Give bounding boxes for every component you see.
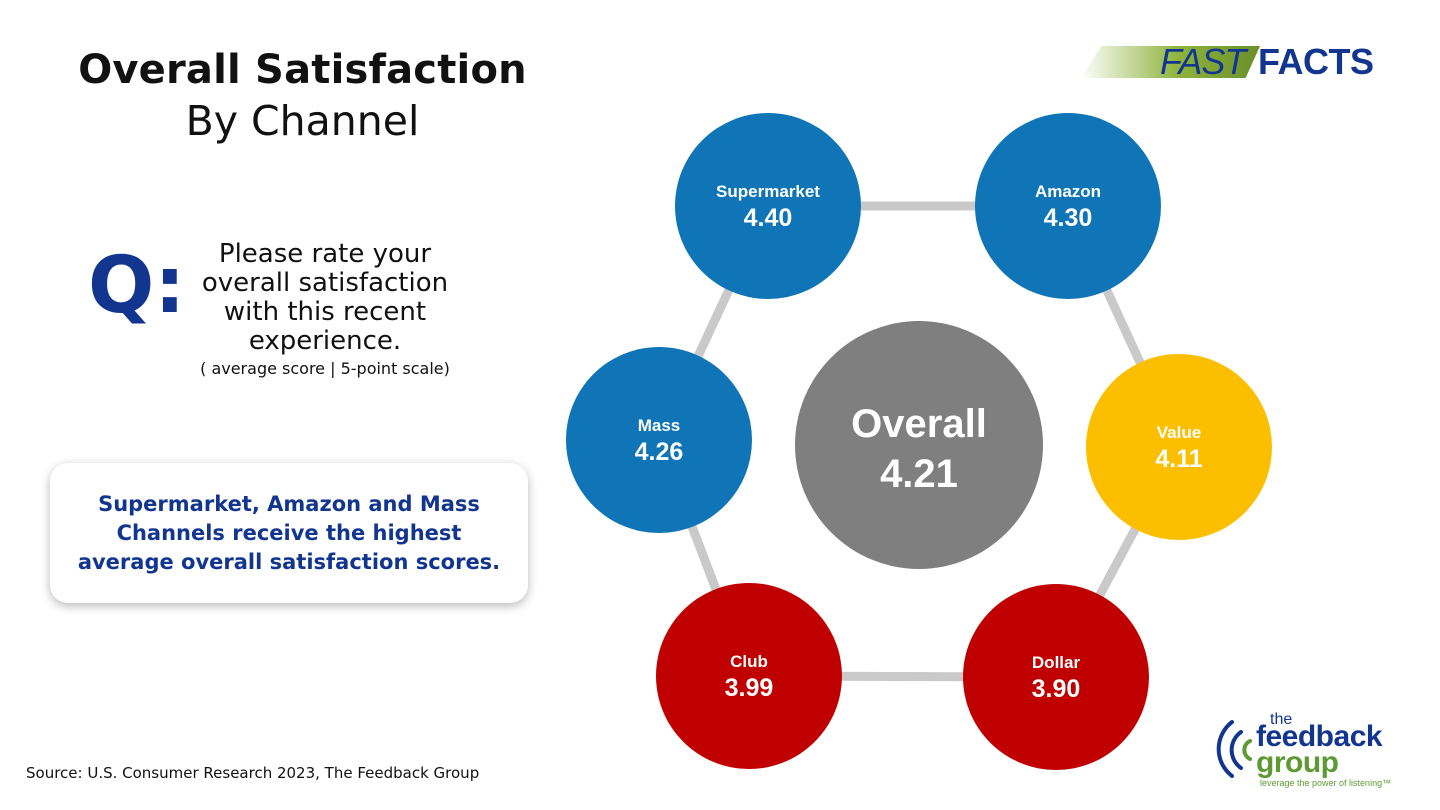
channel-node-value: Value 4.11 [1086, 354, 1272, 540]
page-title: Overall Satisfaction By Channel [60, 44, 545, 146]
channel-node-supermarket: Supermarket 4.40 [675, 113, 861, 299]
fast-facts-word-fast: FAST [1160, 41, 1246, 82]
feedback-group-logo: the feedback group leverage the power of… [1212, 712, 1422, 792]
brand-tagline: leverage the power of listening™ [1260, 778, 1392, 788]
title-line-1: Overall Satisfaction [78, 47, 527, 93]
insight-callout-text: Supermarket, Amazon and Mass Channels re… [77, 491, 501, 574]
channel-circle [963, 584, 1149, 770]
channel-node-amazon: Amazon 4.30 [975, 113, 1161, 299]
channel-circle [656, 583, 842, 769]
channel-circle [675, 113, 861, 299]
channel-score: 3.99 [725, 674, 774, 702]
brand-group: group [1256, 746, 1339, 779]
channel-circle [975, 113, 1161, 299]
channel-nodes: Supermarket 4.40 Amazon 4.30 Value 4.11 Dollar… [566, 113, 1272, 770]
channel-node-dollar: Dollar 3.90 [963, 584, 1149, 770]
brand-the: the [1270, 711, 1293, 728]
channel-name: Value [1157, 423, 1201, 442]
channel-node-mass: Mass 4.26 [566, 347, 752, 533]
channel-circle [566, 347, 752, 533]
source-note: Source: U.S. Consumer Research 2023, The… [26, 764, 480, 782]
channel-node-club: Club 3.99 [656, 583, 842, 769]
channel-name: Mass [638, 416, 681, 435]
channel-score: 4.30 [1044, 204, 1093, 232]
sound-waves-icon [1216, 720, 1252, 778]
question-text: Please rate your overall satisfaction wi… [201, 239, 449, 356]
channel-name: Supermarket [716, 182, 820, 201]
title-line-2: By Channel [185, 97, 420, 145]
hub-node: Overall 4.21 [795, 321, 1043, 569]
channel-name: Dollar [1032, 653, 1081, 672]
fast-facts-stripe [1080, 46, 1260, 78]
question-marker: Q: [88, 241, 186, 331]
hub-value: 4.21 [880, 452, 958, 496]
question-note: ( average score | 5-point scale) [200, 359, 450, 378]
insight-callout: Supermarket, Amazon and Mass Channels re… [50, 463, 528, 603]
channel-score: 3.90 [1032, 675, 1081, 703]
brand-feedback: feedback [1256, 720, 1383, 753]
channel-circle [1086, 354, 1272, 540]
channel-name: Club [730, 652, 768, 671]
hub-circle [795, 321, 1043, 569]
fast-facts-logo: FAST FACTS [1080, 42, 1400, 82]
fast-facts-word-facts: FACTS [1258, 41, 1374, 82]
question-block: Please rate your overall satisfaction wi… [185, 240, 465, 380]
channel-name: Amazon [1035, 182, 1101, 201]
channel-score: 4.40 [744, 204, 793, 232]
channel-score: 4.11 [1155, 445, 1202, 473]
channel-score: 4.26 [635, 438, 684, 466]
hub-label: Overall [851, 402, 987, 446]
